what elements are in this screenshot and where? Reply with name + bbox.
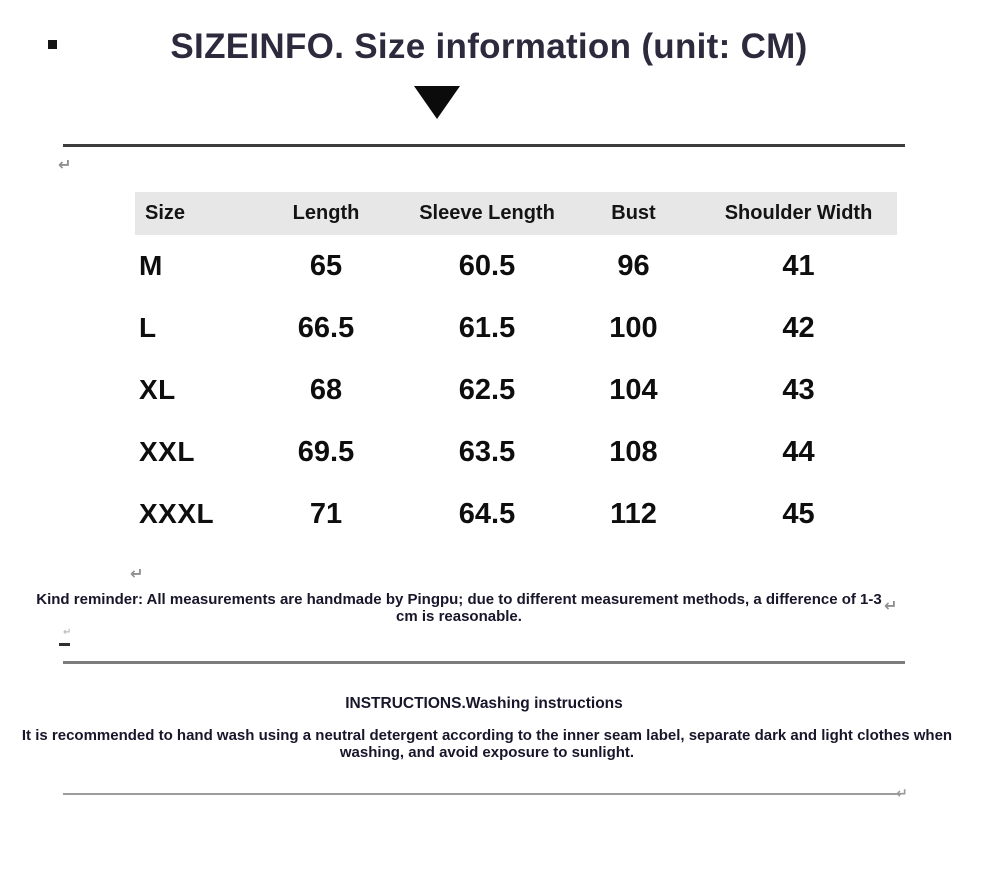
instructions-heading: INSTRUCTIONS.Washing instructions [345,695,623,712]
length-cell: 65 [309,249,343,282]
top-divider-line [63,144,905,147]
bottom-divider-line [63,793,901,795]
length-cell: 69.5 [297,435,355,468]
table-row: XXXL 71 64.5 112 45 [135,483,897,545]
length-cell: 66.5 [297,311,355,344]
sleeve-length-cell: 64.5 [458,497,516,530]
kind-reminder-text: Kind reminder: All measurements are hand… [36,591,882,625]
shoulder-width-cell: 43 [782,373,815,406]
column-header-size: Size [145,202,186,224]
table-row: XL 68 62.5 104 43 [135,359,897,421]
table-row: L 66.5 61.5 100 42 [135,297,897,359]
size-cell: XL [139,374,176,405]
instructions-body-text: It is recommended to hand wash using a n… [21,727,953,761]
shoulder-width-cell: 41 [782,249,815,282]
length-cell: 71 [309,497,343,530]
size-table: Size Length Sleeve Length Bust Shoulder … [135,192,897,545]
table-row: M 65 60.5 96 41 [135,235,897,297]
shoulder-width-cell: 45 [782,497,815,530]
size-cell: XXL [139,436,195,467]
sleeve-length-cell: 60.5 [458,249,516,282]
column-header-shoulder-width: Shoulder Width [724,202,873,224]
length-cell: 68 [309,373,343,406]
shoulder-width-cell: 44 [782,435,815,468]
bust-cell: 108 [609,435,658,468]
bust-cell: 100 [609,311,658,344]
down-triangle-icon [414,86,460,119]
column-header-bust: Bust [611,202,656,224]
column-header-sleeve-length: Sleeve Length [419,202,555,224]
column-header-length: Length [292,202,360,224]
return-mark-icon: ↵ [63,627,72,638]
size-cell: XXXL [139,498,215,529]
middle-divider-line [63,661,905,664]
dash-mark [59,643,70,646]
sleeve-length-cell: 63.5 [458,435,516,468]
sleeve-length-cell: 61.5 [458,311,516,344]
shoulder-width-cell: 42 [782,311,815,344]
return-mark-icon: ↵ [130,564,144,583]
return-mark-icon: ↵ [58,155,72,174]
bust-cell: 104 [609,373,658,406]
size-cell: M [139,250,163,281]
size-cell: L [139,312,157,343]
sleeve-length-cell: 62.5 [458,373,516,406]
size-table-header-row: Size Length Sleeve Length Bust Shoulder … [135,192,897,235]
table-row: XXL 69.5 63.5 108 44 [135,421,897,483]
return-mark-icon: ↵ [884,596,898,615]
page-title: SIZEINFO. Size information (unit: CM) [170,27,808,66]
bust-cell: 112 [610,497,657,530]
bust-cell: 96 [617,249,650,282]
return-mark-icon: ↵ [896,786,908,802]
bullet-square-icon [48,40,57,49]
